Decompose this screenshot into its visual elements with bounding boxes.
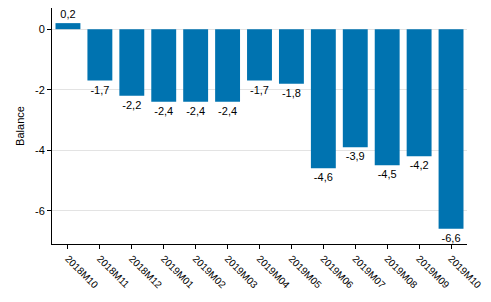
svg-text:-4,2: -4,2 xyxy=(410,159,429,171)
svg-text:-3,9: -3,9 xyxy=(346,150,365,162)
svg-text:2019M07: 2019M07 xyxy=(350,253,388,291)
svg-text:-6: -6 xyxy=(35,205,45,217)
svg-text:2018M12: 2018M12 xyxy=(127,253,165,291)
svg-text:2019M10: 2019M10 xyxy=(446,253,484,291)
svg-text:-1,7: -1,7 xyxy=(250,84,269,96)
svg-text:-6,6: -6,6 xyxy=(442,232,461,244)
svg-text:-4,6: -4,6 xyxy=(314,171,333,183)
svg-text:-2,4: -2,4 xyxy=(218,105,237,117)
svg-text:0,2: 0,2 xyxy=(60,8,75,20)
svg-text:2019M02: 2019M02 xyxy=(191,253,229,291)
svg-text:-2,2: -2,2 xyxy=(122,99,141,111)
svg-text:2019M01: 2019M01 xyxy=(159,253,197,291)
svg-text:-1,7: -1,7 xyxy=(90,84,109,96)
svg-text:2019M03: 2019M03 xyxy=(223,253,261,291)
svg-text:-2: -2 xyxy=(35,84,45,96)
svg-text:2018M11: 2018M11 xyxy=(95,253,132,290)
svg-text:2018M10: 2018M10 xyxy=(63,253,101,291)
svg-text:2019M04: 2019M04 xyxy=(255,253,293,291)
svg-text:-4: -4 xyxy=(35,144,45,156)
svg-text:-1,8: -1,8 xyxy=(282,87,301,99)
svg-text:0: 0 xyxy=(39,23,45,35)
svg-text:2019M05: 2019M05 xyxy=(286,253,324,291)
svg-text:-2,4: -2,4 xyxy=(186,105,205,117)
svg-text:Balance: Balance xyxy=(14,106,26,146)
svg-text:2019M08: 2019M08 xyxy=(382,253,420,291)
svg-text:-4,5: -4,5 xyxy=(378,168,397,180)
svg-text:-2,4: -2,4 xyxy=(154,105,173,117)
svg-text:2019M09: 2019M09 xyxy=(414,253,452,291)
svg-text:2019M06: 2019M06 xyxy=(318,253,356,291)
